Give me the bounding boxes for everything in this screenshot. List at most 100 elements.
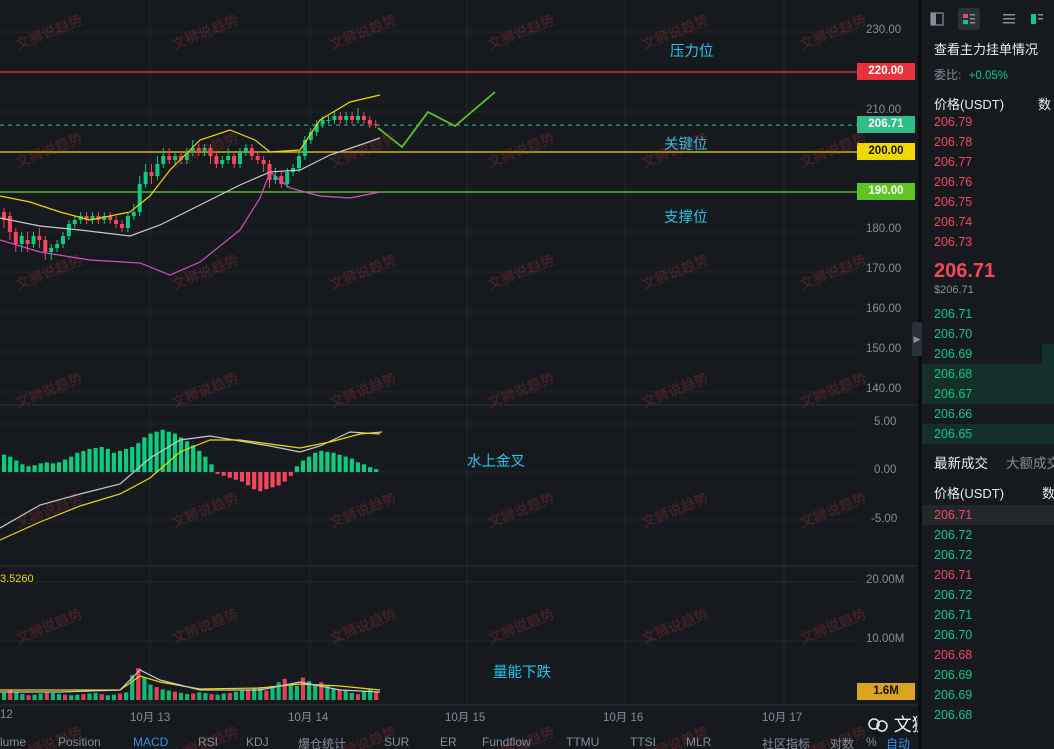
tab-latest-trades[interactable]: 最新成交 — [934, 456, 988, 471]
candle-body — [261, 160, 266, 164]
trade-row[interactable]: 206.72 — [922, 545, 1054, 565]
bid-row[interactable]: 206.70 — [922, 324, 1054, 344]
macd-histogram-bar — [294, 466, 299, 472]
macd-histogram-bar — [111, 452, 116, 472]
chart-canvas[interactable] — [0, 0, 918, 749]
volume-bar — [276, 682, 281, 700]
tab-ttmu[interactable]: TTMU — [566, 735, 600, 749]
volume-bar — [331, 688, 336, 700]
ask-row[interactable]: 206.77 — [922, 152, 1054, 172]
indicator-tab-bar: lume Position MACD RSI KDJ 爆仓统计 SUR ER F… — [0, 733, 918, 749]
bid-row[interactable]: 206.66 — [922, 404, 1054, 424]
trade-row[interactable]: 206.71 — [922, 605, 1054, 625]
bid-row[interactable]: 206.65 — [922, 424, 1054, 444]
tab-large-trades[interactable]: 大额成交 — [1006, 456, 1054, 471]
price-value: 206.70 — [934, 327, 973, 341]
price-value: 206.69 — [934, 668, 973, 682]
ask-row[interactable]: 206.78 — [922, 132, 1054, 152]
tab-mlr[interactable]: MLR — [686, 735, 712, 749]
candle-body — [173, 156, 178, 160]
trade-row[interactable]: 206.72 — [922, 525, 1054, 545]
macd-histogram-bar — [319, 450, 324, 472]
resistance-annotation: 压力位 — [670, 44, 714, 60]
trade-row[interactable]: 206.68 — [922, 705, 1054, 725]
bid-row[interactable]: 206.68 — [922, 364, 1054, 384]
volume-value-tag: 1.6M — [857, 683, 915, 700]
ask-row[interactable]: 206.73 — [922, 232, 1054, 252]
qty-column-header: 数 — [1038, 97, 1052, 112]
key-level-annotation: 关键位 — [664, 137, 708, 153]
candle-body — [344, 116, 349, 120]
volume-ma-line — [0, 669, 381, 693]
tab-ttsi[interactable]: TTSI — [630, 735, 656, 749]
collapse-panel-button[interactable]: ▶ — [912, 322, 922, 356]
log-scale-button[interactable]: 对数 — [830, 737, 855, 749]
volume-bar — [93, 692, 98, 700]
macd-annotation: 水上金叉 — [467, 454, 525, 470]
trade-row[interactable]: 206.70 — [922, 625, 1054, 645]
tab-macd[interactable]: MACD — [133, 735, 169, 749]
bid-row[interactable]: 206.69 — [922, 344, 1054, 364]
date-label: 10月 14 — [288, 712, 329, 724]
panel-divider — [918, 0, 922, 749]
candle-body — [184, 152, 189, 160]
tab-rsi[interactable]: RSI — [198, 735, 219, 749]
bid-row[interactable]: 206.71 — [922, 304, 1054, 324]
macd-histogram-bar — [331, 452, 336, 472]
macd-histogram-bar — [191, 445, 196, 472]
candle-body — [273, 176, 278, 180]
date-label: 12 — [0, 709, 13, 721]
ask-row[interactable]: 206.79 — [922, 112, 1054, 132]
tab-kdj[interactable]: KDJ — [246, 735, 269, 749]
tab-position[interactable]: Position — [58, 735, 101, 749]
price-tick: 140.00 — [866, 383, 902, 395]
percent-scale-button[interactable]: % — [866, 735, 877, 749]
macd-histogram-bar — [203, 456, 208, 472]
price-value: 206.78 — [934, 135, 973, 149]
bollinger-upper — [0, 94, 381, 221]
volume-bar — [178, 692, 184, 700]
macd-histogram-bar — [337, 454, 342, 472]
tab-volume[interactable]: lume — [0, 735, 27, 749]
tab-liquidation[interactable]: 爆仓统计 — [298, 737, 347, 749]
tab-sur[interactable]: SUR — [384, 735, 410, 749]
candle-body — [373, 124, 378, 126]
candle-body — [332, 116, 337, 120]
volume-bar — [105, 695, 110, 700]
volume-bar — [239, 690, 245, 700]
macd-tick: -5.00 — [871, 513, 898, 525]
volume-annotation: 量能下跌 — [493, 665, 551, 681]
tab-fundflow[interactable]: Fundflow — [482, 735, 531, 749]
candle-body — [90, 216, 95, 220]
trade-row[interactable]: 206.72 — [922, 585, 1054, 605]
ask-row[interactable]: 206.74 — [922, 212, 1054, 232]
macd-histogram-bar — [215, 472, 220, 474]
volume-bar — [38, 693, 43, 700]
trade-row[interactable]: 206.71 — [922, 505, 1054, 525]
bid-row[interactable]: 206.67 — [922, 384, 1054, 404]
layout-buy-icon[interactable] — [1030, 12, 1044, 26]
trade-row[interactable]: 206.68 — [922, 645, 1054, 665]
layout-both-icon[interactable] — [930, 12, 944, 26]
price-value: 206.66 — [934, 407, 973, 421]
chart-area[interactable]: 230.00 210.00 180.00 170.00 160.00 150.0… — [0, 0, 1029, 749]
candle-body — [214, 156, 219, 164]
candle-body — [314, 124, 319, 132]
date-label: 10月 15 — [445, 712, 486, 724]
trade-row[interactable]: 206.69 — [922, 665, 1054, 685]
auto-scale-button[interactable]: 自动 — [886, 737, 911, 749]
volume-bar — [130, 675, 135, 700]
trade-row[interactable]: 206.71 — [922, 565, 1054, 585]
layout-list-icon[interactable] — [1002, 12, 1016, 26]
macd-histogram-bar — [239, 472, 245, 482]
trade-row[interactable]: 206.69 — [922, 685, 1054, 705]
price-value: 206.72 — [934, 548, 973, 562]
ask-row[interactable]: 206.75 — [922, 192, 1054, 212]
tab-er[interactable]: ER — [440, 735, 457, 749]
candle-body — [84, 216, 89, 220]
layout-active-button[interactable] — [958, 8, 980, 30]
community-indicators-button[interactable]: 社区指标 — [762, 737, 811, 749]
projected-path — [377, 91, 496, 149]
ask-row[interactable]: 206.76 — [922, 172, 1054, 192]
depth-bar — [922, 364, 1054, 384]
